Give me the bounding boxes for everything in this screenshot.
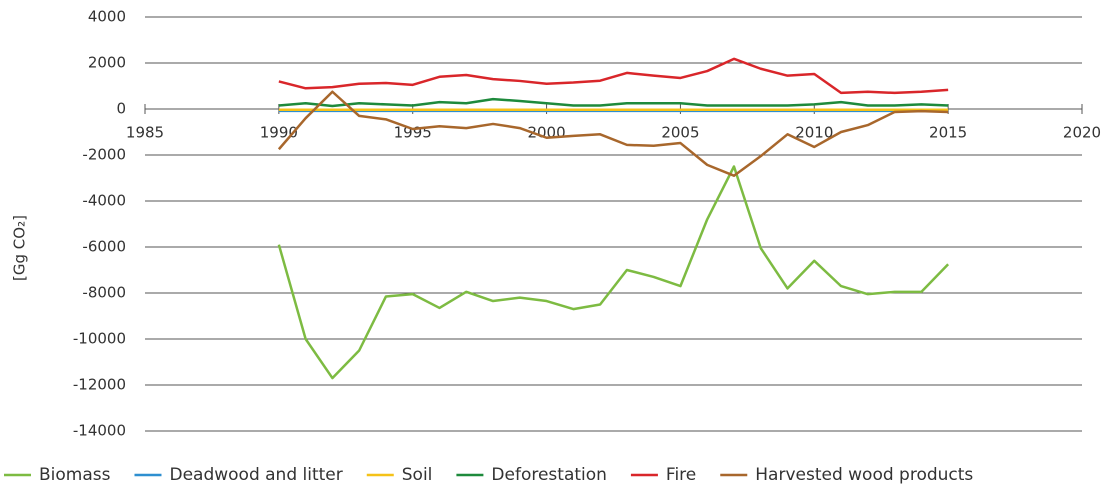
series-line xyxy=(278,57,949,95)
x-tick-label: 2020 xyxy=(1063,124,1101,142)
legend-label: Deforestation xyxy=(491,465,607,485)
y-tick-label: -8000 xyxy=(82,284,126,302)
y-tick-label: -10000 xyxy=(73,330,126,348)
legend-label: Harvested wood products xyxy=(755,465,973,485)
y-tick-label: -6000 xyxy=(82,238,126,256)
series-line xyxy=(277,165,950,380)
y-tick-label: -4000 xyxy=(82,192,126,210)
legend-label: Biomass xyxy=(39,465,111,485)
x-tick-label: 2015 xyxy=(929,124,967,142)
legend-label: Deadwood and litter xyxy=(169,465,342,485)
y-tick-label: -2000 xyxy=(82,146,126,164)
legend-label: Fire xyxy=(666,465,696,485)
x-tick-label: 1985 xyxy=(126,124,164,142)
y-tick-label: 2000 xyxy=(88,54,126,72)
legend-label: Soil xyxy=(402,465,433,485)
y-tick-label: -12000 xyxy=(73,376,126,394)
x-tick-label: 1995 xyxy=(394,124,432,142)
y-tick-label: 0 xyxy=(116,100,126,118)
y-tick-label: 4000 xyxy=(88,8,126,26)
series-line xyxy=(278,97,949,108)
y-axis-label: [Gg CO₂] xyxy=(11,215,29,281)
x-tick-label: 2005 xyxy=(661,124,699,142)
series-line xyxy=(277,90,949,177)
y-tick-label: -14000 xyxy=(73,422,126,440)
x-tick-label: 2010 xyxy=(795,124,833,142)
